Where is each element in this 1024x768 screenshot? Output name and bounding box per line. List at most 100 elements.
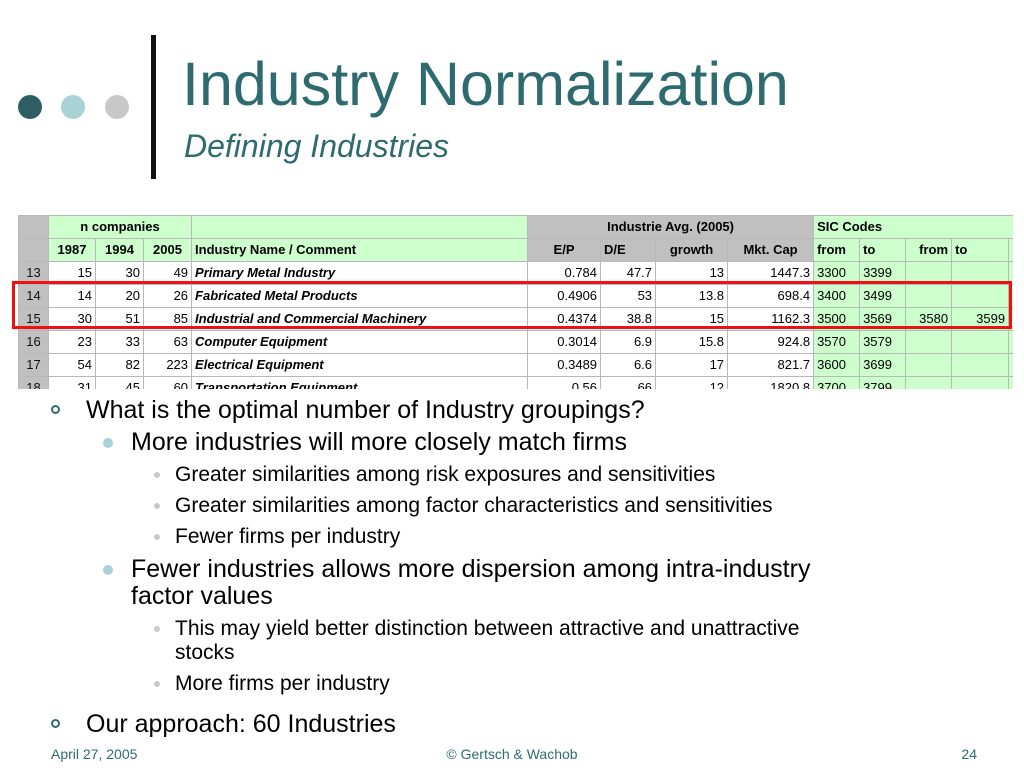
col-cut-off: f <box>1008 238 1013 262</box>
ep-cell: 0.4906 <box>527 284 602 308</box>
growth-cell: 12 <box>655 376 729 389</box>
growth-cell: 17 <box>655 353 729 377</box>
count-1987-cell: 31 <box>48 376 96 389</box>
bullet-marker-level3 <box>154 681 160 687</box>
industry-name-cell: Electrical Equipment <box>191 353 529 377</box>
bullet-marker-level1 <box>51 719 60 728</box>
bullet-fewer-industries-cont: factor values <box>131 582 273 610</box>
footer-date: April 27, 2005 <box>51 746 138 762</box>
de-cell: 53 <box>600 284 657 308</box>
col-to-1: to <box>859 238 907 262</box>
table-row: 17 54 82 223 Electrical Equipment 0.3489 6.6 17… <box>18 353 1013 377</box>
bullet-better-distinction: This may yield better distinction betwee… <box>175 617 800 640</box>
col-from-2: from <box>905 238 953 262</box>
de-cell: 6.9 <box>600 330 657 354</box>
slide-subtitle: Defining Industries <box>184 128 450 164</box>
bullet-factor-similarities: Greater similarities among factor charac… <box>175 494 773 517</box>
bullet-more-industries: More industries will more closely match … <box>131 428 627 456</box>
ep-cell: 0.3489 <box>527 353 602 377</box>
sic-to-cell: 3699 <box>859 353 907 377</box>
highlight-box <box>12 281 1012 329</box>
sic-to-2-cell <box>951 376 1010 389</box>
count-1994-cell: 45 <box>95 376 144 389</box>
growth-cell: 13.8 <box>655 284 729 308</box>
row-number: 14 <box>18 284 49 308</box>
count-2005-cell: 223 <box>142 353 193 377</box>
mkt-cap-cell: 821.7 <box>727 353 815 377</box>
bullet-marker-level3 <box>154 503 160 509</box>
sic-to-cell: 3579 <box>859 330 907 354</box>
sic-from-2-cell <box>905 330 953 354</box>
n-companies-header: n companies <box>47 215 193 239</box>
col-1994: 1994 <box>95 238 144 262</box>
sic-from-cell: 3600 <box>813 353 861 377</box>
row-number: 16 <box>18 330 49 354</box>
bullet-better-distinction-cont: stocks <box>175 641 235 664</box>
bullet-marker-level3 <box>154 472 160 478</box>
col-from-1: from <box>813 238 861 262</box>
title-divider <box>151 35 156 179</box>
count-1987-cell: 54 <box>48 353 96 377</box>
count-1987-cell: 23 <box>48 330 96 354</box>
ep-cell: 0.56 <box>527 376 602 389</box>
bullet-marker-level2 <box>103 438 113 448</box>
sic-from-cell: 3570 <box>813 330 861 354</box>
count-1994-cell: 33 <box>95 330 144 354</box>
row-header-blank <box>18 238 49 262</box>
bullet-optimal-groupings: What is the optimal number of Industry g… <box>86 396 645 424</box>
bullet-fewer-industries: Fewer industries allows more dispersion … <box>131 555 811 583</box>
bullet-marker-level3 <box>154 534 160 540</box>
empty-cell <box>1008 330 1013 354</box>
col-2005: 2005 <box>142 238 193 262</box>
count-2005-cell: 63 <box>142 330 193 354</box>
industry-name-cell: Transportation Equipment <box>191 376 529 389</box>
col-1987: 1987 <box>48 238 96 262</box>
sic-from-2-cell <box>905 353 953 377</box>
sic-to-2-cell <box>951 330 1010 354</box>
bullet-marker-level2 <box>103 565 113 575</box>
gray-dot <box>105 95 129 119</box>
col-de: D/E <box>600 238 657 262</box>
col-to-2: to <box>951 238 1010 262</box>
mkt-cap-cell: 1820.8 <box>727 376 815 389</box>
empty-cell <box>1008 353 1013 377</box>
col-industry-name: Industry Name / Comment <box>191 238 529 262</box>
ep-cell: 0.4374 <box>527 307 602 331</box>
sic-from-2-cell <box>905 376 953 389</box>
bullet-more-firms: More firms per industry <box>175 672 390 695</box>
group-header-row: n companies Industrie Avg. (2005) SIC Co… <box>18 215 1013 239</box>
footer-copyright: © Gertsch & Wachob <box>446 746 578 762</box>
slide-title: Industry Normalization <box>182 50 789 118</box>
bullet-marker-level1 <box>51 405 60 414</box>
industry-name-cell: Computer Equipment <box>191 330 529 354</box>
count-1994-cell: 82 <box>95 353 144 377</box>
sic-codes-header: SIC Codes <box>813 215 1013 239</box>
bullet-risk-similarities: Greater similarities among risk exposure… <box>175 463 716 486</box>
growth-cell: 15.8 <box>655 330 729 354</box>
dark-teal-dot <box>18 95 42 119</box>
slide-number: 24 <box>961 746 977 762</box>
table-row: 13 15 30 49 Primary Metal Industry 0.784 47.7 1… <box>18 261 1013 285</box>
light-teal-dot <box>61 95 85 119</box>
mkt-cap-cell: 698.4 <box>727 284 815 308</box>
de-cell: 66 <box>600 376 657 389</box>
corner-cell <box>18 215 49 239</box>
bullet-fewer-firms: Fewer firms per industry <box>175 525 401 548</box>
col-mkt-cap: Mkt. Cap <box>727 238 815 262</box>
name-group-header <box>191 215 529 239</box>
sic-from-cell: 3700 <box>813 376 861 389</box>
ep-cell: 0.3014 <box>527 330 602 354</box>
sic-to-2-cell <box>951 284 1010 308</box>
mkt-cap-cell: 924.8 <box>727 330 815 354</box>
count-1987-cell: 14 <box>48 284 96 308</box>
row-number: 17 <box>18 353 49 377</box>
sic-to-cell: 3499 <box>859 284 907 308</box>
col-ep: E/P <box>527 238 602 262</box>
column-header-row: 1987 1994 2005 Industry Name / Comment E… <box>18 238 1013 262</box>
industry-avg-header: Industrie Avg. (2005) <box>527 215 815 239</box>
sic-to-2-cell <box>951 353 1010 377</box>
sic-to-cell: 3799 <box>859 376 907 389</box>
table-row: 16 23 33 63 Computer Equipment 0.3014 6.9 15.8 9… <box>18 330 1013 354</box>
sic-from-cell: 3400 <box>813 284 861 308</box>
bullet-our-approach: Our approach: 60 Industries <box>86 710 396 738</box>
